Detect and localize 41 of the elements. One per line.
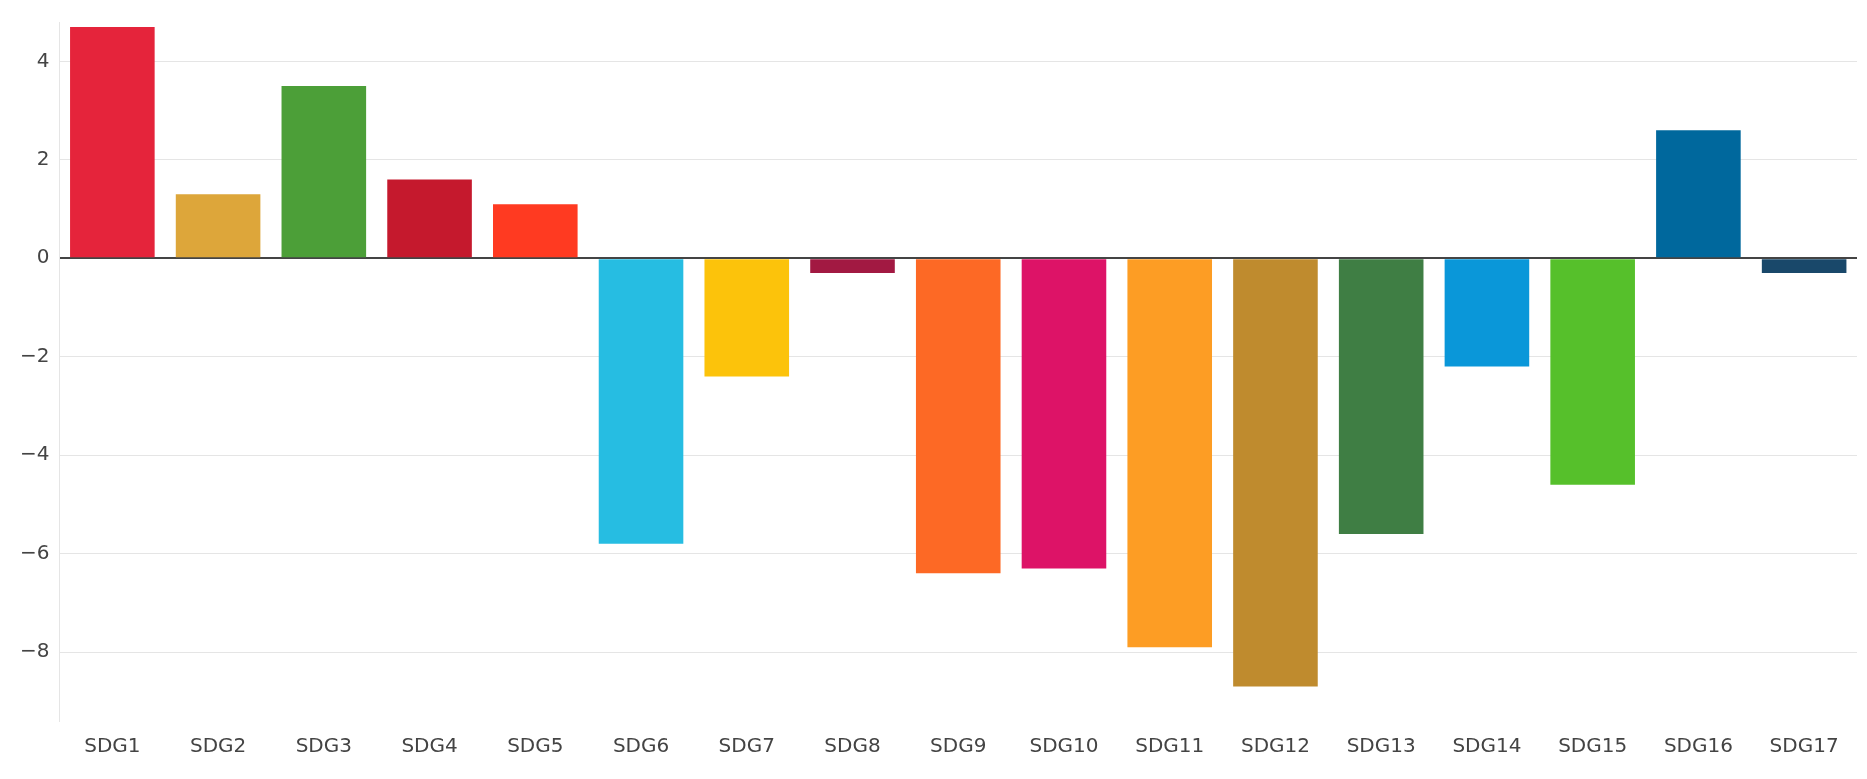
- bar: [598, 259, 684, 544]
- x-tick-label: SDG13: [1346, 733, 1416, 758]
- bar: [175, 194, 261, 258]
- x-tick-label: SDG1: [84, 733, 141, 758]
- y-tick-label: −8: [20, 638, 50, 663]
- bar: [704, 259, 790, 377]
- bar: [1233, 259, 1318, 687]
- bar: [387, 179, 472, 258]
- x-tick-label: SDG8: [824, 733, 881, 758]
- y-tick-label: 4: [36, 47, 50, 72]
- bar: [1761, 259, 1847, 274]
- bar: [1550, 259, 1635, 485]
- bar: [1444, 259, 1530, 367]
- y-tick-label: 2: [36, 146, 50, 171]
- y-tick-label: −4: [20, 441, 50, 466]
- bar: [1127, 259, 1213, 648]
- x-tick-label: SDG7: [718, 733, 775, 758]
- x-tick-label: SDG4: [401, 733, 458, 758]
- bar: [70, 26, 155, 258]
- x-tick-label: SDG9: [930, 733, 987, 758]
- x-tick-label: SDG15: [1558, 733, 1628, 758]
- x-tick-label: SDG2: [189, 733, 247, 758]
- bar: [915, 259, 1001, 574]
- x-tick-label: SDG3: [295, 733, 352, 758]
- x-tick-label: SDG5: [507, 733, 564, 758]
- x-tick-label: SDG11: [1135, 733, 1205, 758]
- x-tick-label: SDG6: [612, 733, 670, 758]
- bar: [1656, 130, 1741, 258]
- bar: [493, 204, 578, 258]
- x-tick-label: SDG16: [1663, 733, 1733, 758]
- bar: [281, 85, 367, 258]
- x-tick-label: SDG17: [1769, 733, 1839, 758]
- x-tick-label: SDG10: [1029, 733, 1099, 758]
- bar: [810, 259, 895, 274]
- y-tick-label: −6: [20, 539, 50, 564]
- bar: [1021, 259, 1107, 569]
- bar: [1338, 259, 1424, 534]
- y-tick-label: 0: [36, 244, 50, 269]
- x-tick-label: SDG12: [1240, 733, 1310, 758]
- y-tick-label: −2: [20, 342, 50, 367]
- x-tick-label: SDG14: [1452, 733, 1522, 758]
